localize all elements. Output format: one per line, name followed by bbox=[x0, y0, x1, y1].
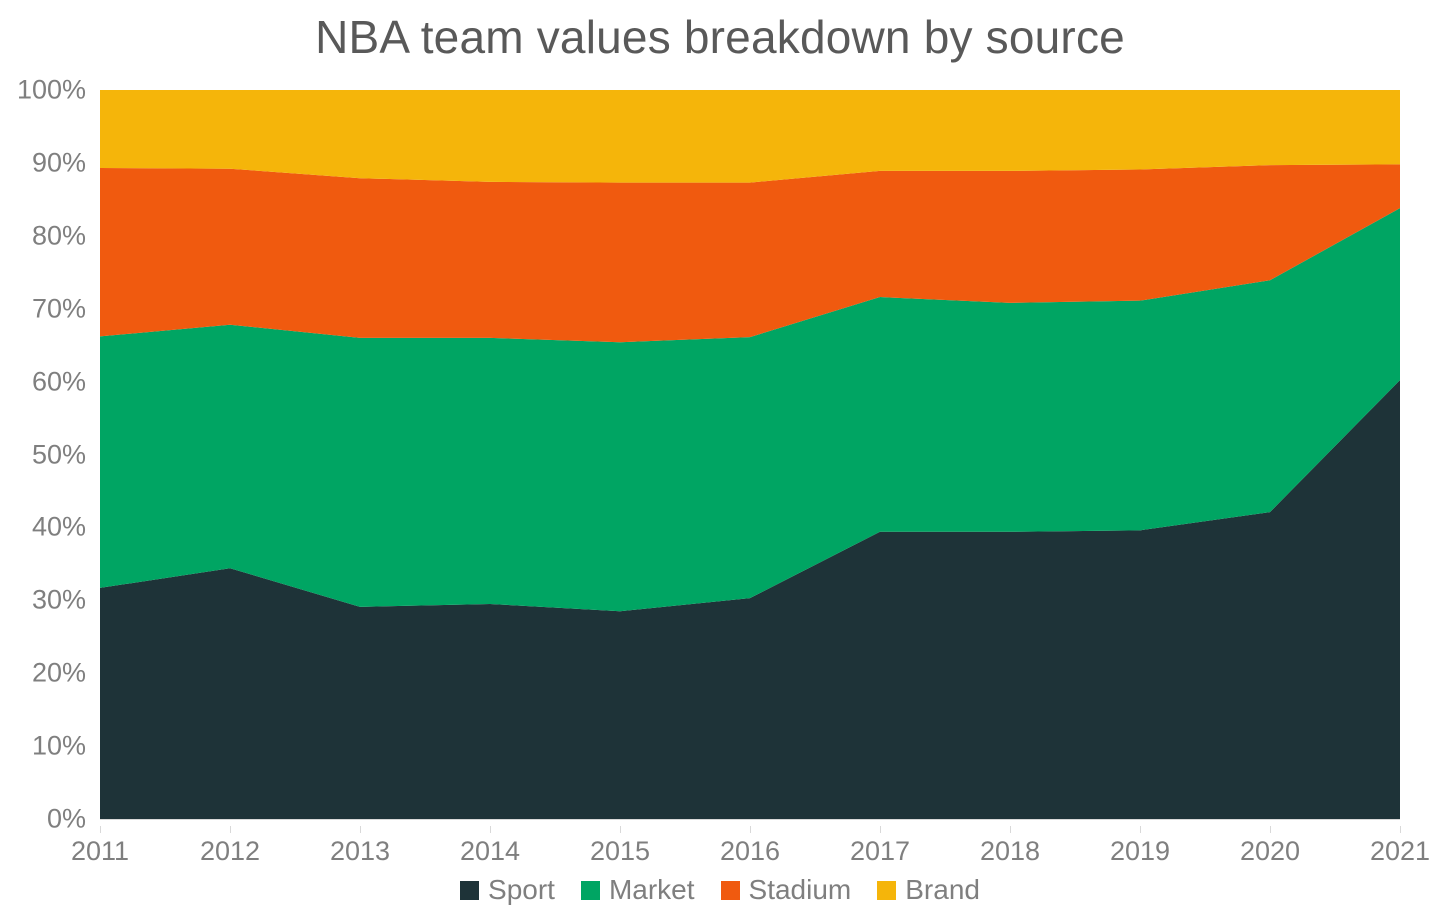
x-axis-tick-label: 2021 bbox=[1369, 836, 1431, 866]
legend-swatch-icon bbox=[720, 880, 740, 900]
y-axis-tick-label: 20% bbox=[31, 657, 86, 688]
x-axis-tick-mark bbox=[750, 826, 751, 833]
x-axis-tick-mark bbox=[490, 826, 491, 833]
y-axis-tick-label: 30% bbox=[31, 584, 86, 615]
chart-title: NBA team values breakdown by source bbox=[315, 11, 1125, 63]
x-axis-tick-label: 2012 bbox=[199, 836, 261, 866]
x-axis-tick-label: 2011 bbox=[70, 836, 130, 866]
x-axis-tick-mark bbox=[230, 826, 231, 833]
legend-swatch-icon bbox=[460, 880, 480, 900]
x-axis-tick-label: 2019 bbox=[1109, 836, 1171, 866]
x-axis-tick-label: 2017 bbox=[849, 836, 911, 866]
x-axis-tick-label: 2015 bbox=[589, 836, 651, 866]
legend-item-market[interactable]: Market bbox=[580, 874, 695, 905]
chart-legend: Sport Market Stadium Brand bbox=[0, 876, 1440, 904]
area-series-sport bbox=[100, 380, 1400, 819]
legend-label: Sport bbox=[488, 874, 555, 905]
x-axis-tick-label: 2020 bbox=[1239, 836, 1301, 866]
y-axis-tick-label: 10% bbox=[31, 730, 86, 761]
x-axis-tick-mark bbox=[1270, 826, 1271, 833]
x-axis-tick-mark bbox=[880, 826, 881, 833]
area-series-brand bbox=[100, 90, 1400, 183]
y-axis-tick-label: 60% bbox=[31, 366, 86, 397]
x-axis-tick-mark bbox=[100, 826, 101, 833]
legend-swatch-icon bbox=[877, 880, 897, 900]
y-axis-tick-label: 70% bbox=[31, 293, 86, 324]
legend-label: Brand bbox=[905, 874, 980, 905]
x-axis: 2011 2012 2013 2014 2015 2016 2017 2018 2019 2020… bbox=[0, 826, 1440, 872]
legend-item-sport[interactable]: Sport bbox=[460, 876, 555, 904]
x-axis-tick-mark bbox=[1400, 826, 1401, 833]
x-axis-tick-mark bbox=[620, 826, 621, 833]
area-series-stadium bbox=[100, 164, 1400, 343]
y-axis-tick-label: 40% bbox=[31, 511, 86, 542]
stacked-area-svg bbox=[100, 90, 1400, 819]
y-axis-tick-label: 90% bbox=[31, 147, 86, 178]
plot-area bbox=[100, 90, 1400, 819]
x-axis-tick-label: 2018 bbox=[979, 836, 1041, 866]
legend-label: Market bbox=[608, 874, 695, 905]
area-series-market bbox=[100, 208, 1400, 612]
x-axis-tick-mark bbox=[1140, 826, 1141, 833]
x-axis-tick-mark bbox=[360, 826, 361, 833]
x-axis-tick-mark bbox=[1010, 826, 1011, 833]
legend-item-brand[interactable]: Brand bbox=[877, 876, 980, 904]
legend-item-stadium[interactable]: Stadium bbox=[720, 874, 852, 905]
y-axis-tick-label: 100% bbox=[16, 74, 86, 105]
x-axis-tick-label: 2014 bbox=[459, 836, 521, 866]
legend-swatch-icon bbox=[580, 880, 600, 900]
y-axis: 0% 10% 20% 30% 40% 50% 60% 70% 80% 90% 100% bbox=[0, 75, 86, 834]
y-axis-tick-label: 0% bbox=[46, 803, 86, 834]
legend-label: Stadium bbox=[748, 874, 852, 905]
x-axis-line bbox=[100, 819, 1400, 820]
y-axis-tick-label: 80% bbox=[31, 220, 86, 251]
x-axis-tick-label: 2016 bbox=[719, 836, 781, 866]
y-axis-tick-label: 50% bbox=[31, 439, 86, 469]
x-axis-tick-label: 2013 bbox=[329, 836, 391, 866]
